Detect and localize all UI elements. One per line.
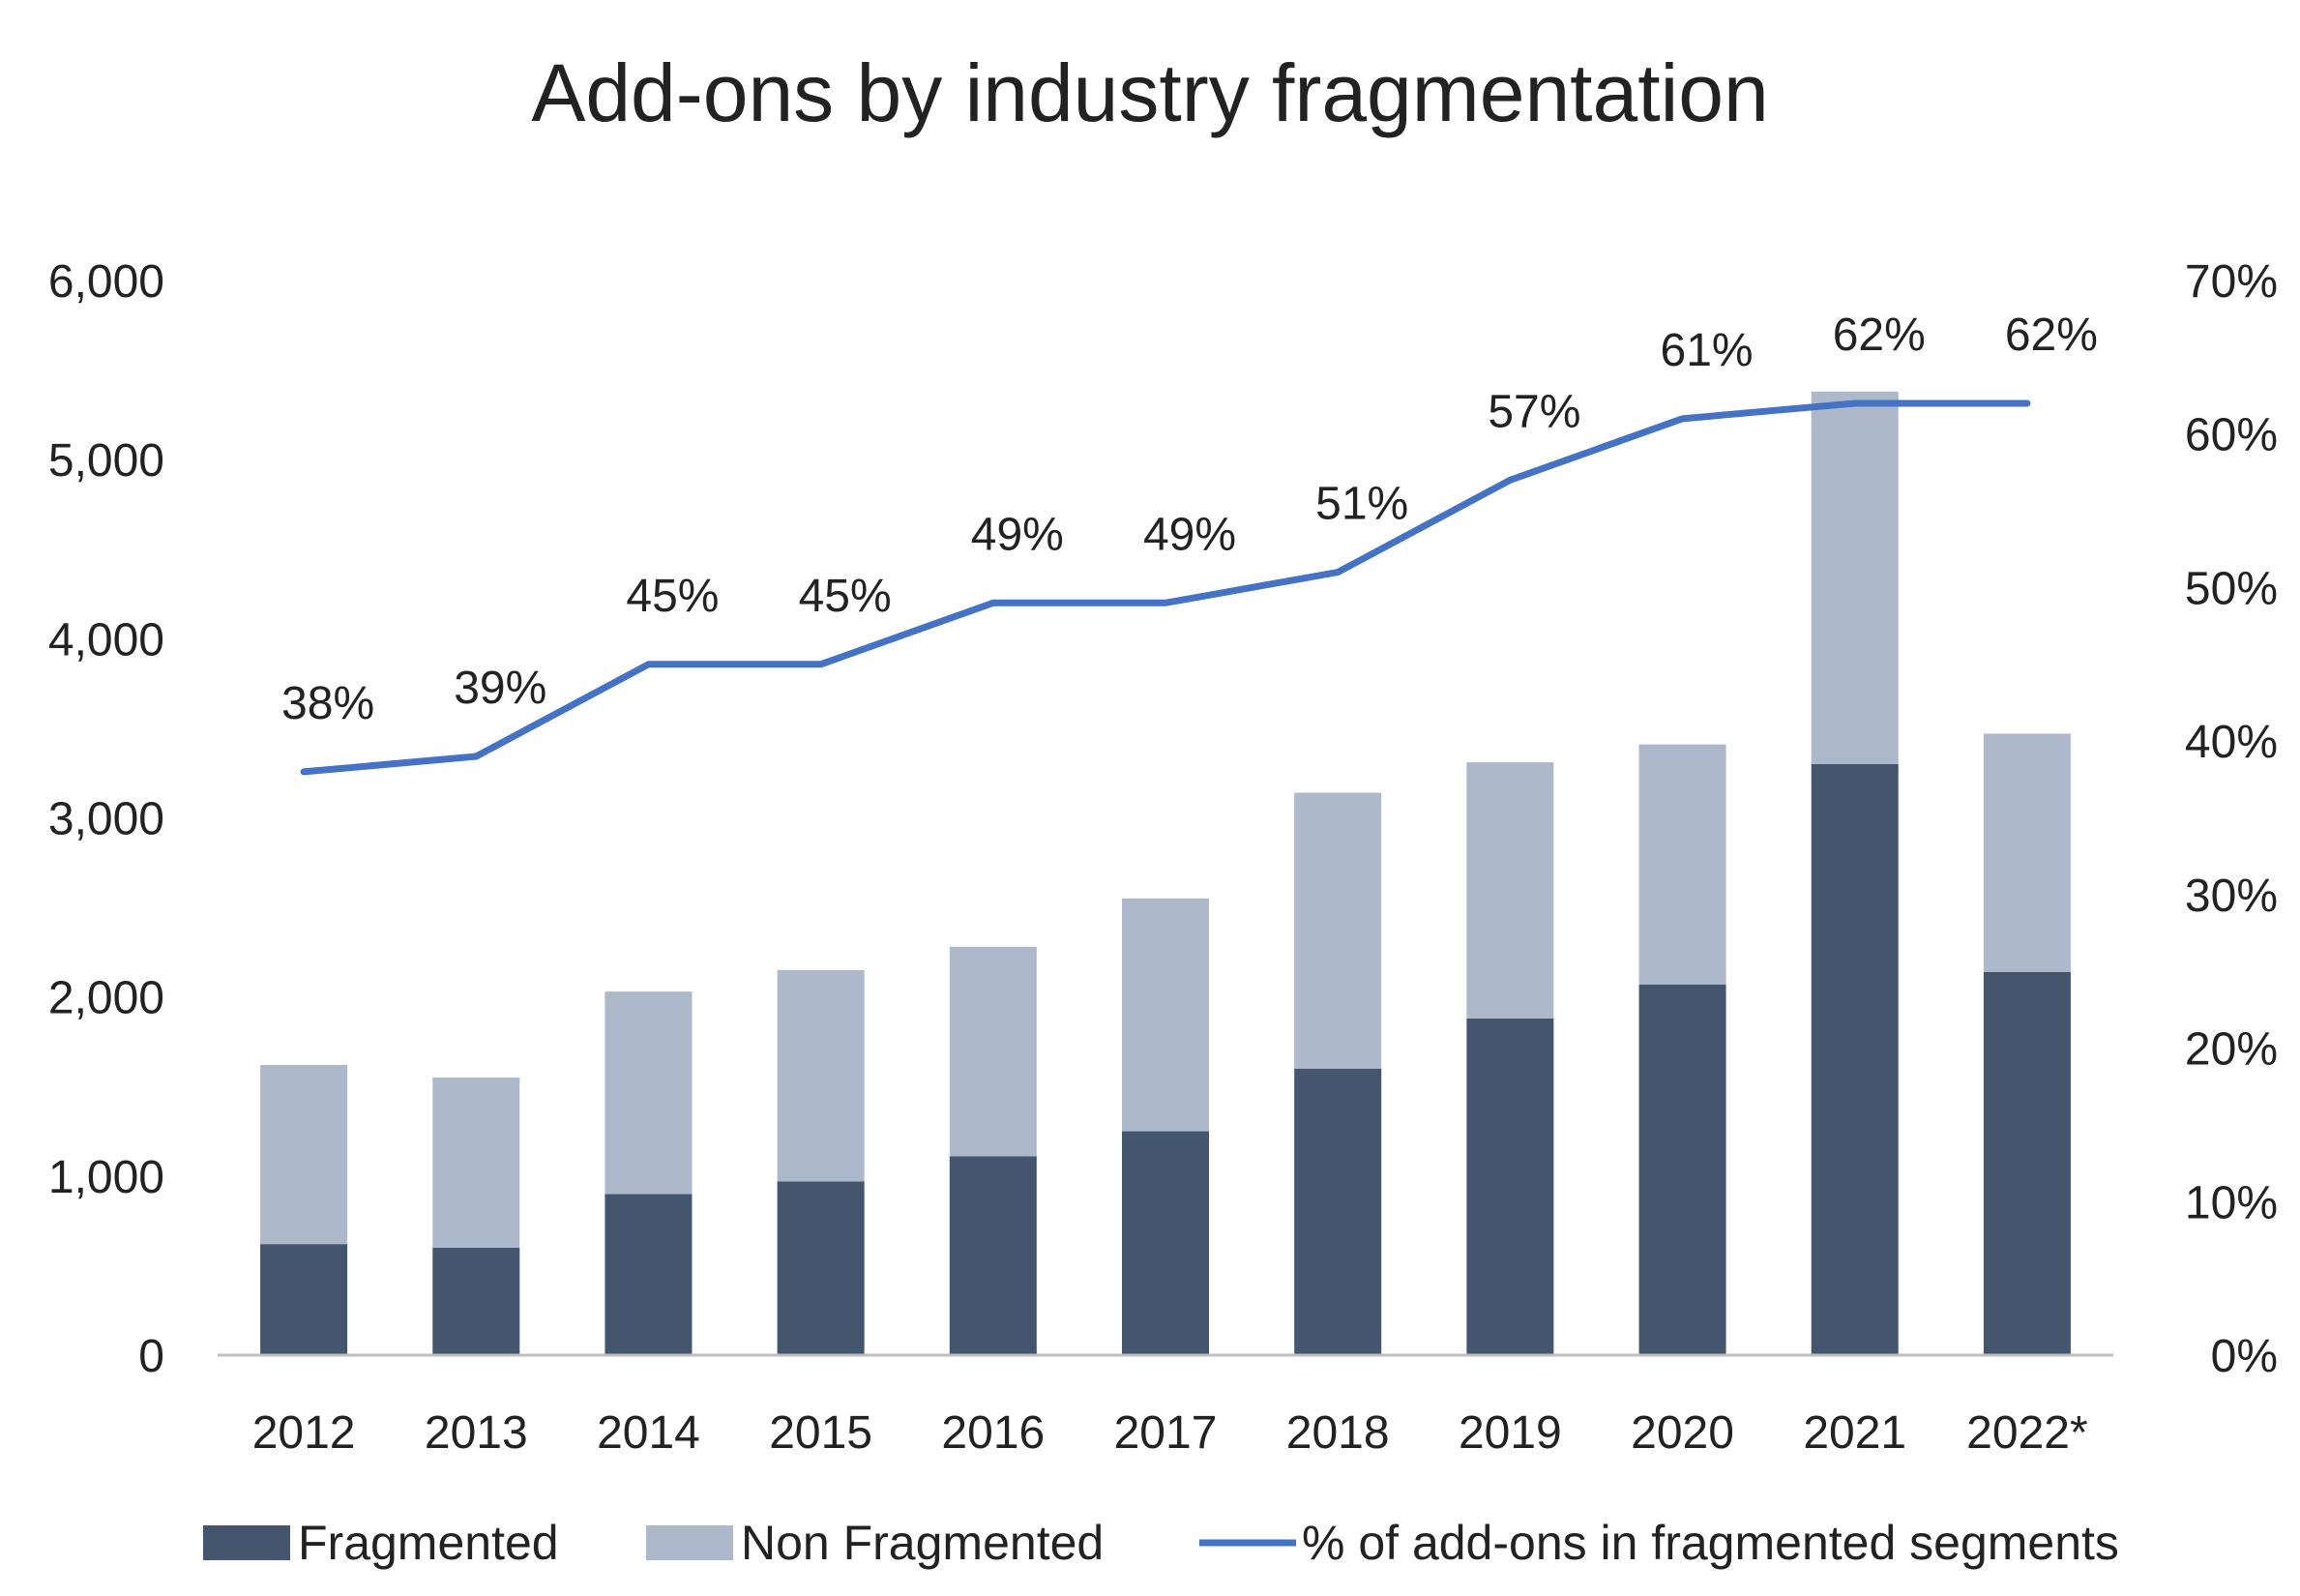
left-axis-tick-label: 3,000 — [48, 794, 164, 845]
right-axis-tick-label: 70% — [2185, 256, 2278, 308]
bar-fragmented — [260, 1244, 348, 1355]
line-data-label: 49% — [1143, 509, 1236, 560]
line-point — [989, 600, 996, 606]
x-axis-tick-label: 2019 — [1459, 1407, 1562, 1459]
line-point — [1507, 477, 1514, 484]
bar-non-fragmented — [1811, 391, 1899, 764]
left-axis-tick-label: 0 — [138, 1331, 164, 1382]
left-axis: 0 1,000 2,000 3,000 4,000 5,000 6,000 — [48, 256, 164, 1382]
line-data-label: 45% — [799, 571, 892, 622]
chart-title: Add-ons by industry fragmentation — [531, 47, 1768, 138]
line-data-label: 39% — [454, 663, 546, 714]
legend: Fragmented Non Fragmented % of add-ons in … — [203, 1516, 2119, 1570]
bar-fragmented — [1466, 1018, 1554, 1355]
line-point — [1163, 600, 1168, 606]
left-axis-tick-label: 5,000 — [48, 435, 164, 487]
x-axis: 2012 2013 2014 2015 2016 2017 2018 2019 2020 2021… — [252, 1407, 2088, 1459]
line-data-label: 49% — [971, 509, 1064, 560]
right-axis-tick-label: 20% — [2185, 1024, 2278, 1076]
line-point — [2023, 399, 2030, 406]
legend-label: Fragmented — [298, 1516, 559, 1570]
bar-non-fragmented — [1122, 898, 1209, 1132]
legend-label: % of add-ons in fragmented segments — [1302, 1516, 2119, 1570]
right-axis: 0% 10% 20% 30% 40% 50% 60% 70% — [2185, 256, 2278, 1382]
left-axis-tick-label: 4,000 — [48, 614, 164, 665]
right-axis-tick-label: 30% — [2185, 871, 2278, 922]
right-axis-tick-label: 60% — [2185, 410, 2278, 461]
line-data-label: 57% — [1488, 386, 1580, 437]
bar-non-fragmented — [432, 1077, 520, 1248]
line-data-label: 51% — [1315, 479, 1408, 530]
x-axis-tick-label: 2015 — [769, 1407, 872, 1459]
legend-swatch — [646, 1525, 733, 1560]
line-pct-fragmented — [300, 399, 2031, 776]
bar-non-fragmented — [260, 1065, 348, 1245]
line-data-label: 61% — [1661, 325, 1754, 376]
data-labels-group: 38% 39% 45% 45% 49% 49% 51% 57% 61% 62% 62% — [281, 310, 2098, 729]
x-axis-tick-label: 2021 — [1803, 1407, 1906, 1459]
x-axis-tick-label: 2020 — [1631, 1407, 1734, 1459]
x-axis-tick-label: 2016 — [941, 1407, 1045, 1459]
left-axis-tick-label: 6,000 — [48, 256, 164, 308]
legend-label: Non Fragmented — [741, 1516, 1104, 1570]
bar-non-fragmented — [1983, 733, 2071, 972]
left-axis-tick-label: 2,000 — [48, 973, 164, 1024]
x-axis-tick-label: 2012 — [252, 1407, 356, 1459]
line-data-label: 45% — [626, 571, 719, 622]
line-series-group — [300, 399, 2031, 776]
bar-fragmented — [1294, 1068, 1382, 1355]
bar-non-fragmented — [604, 991, 693, 1195]
line-point — [473, 754, 480, 760]
bar-non-fragmented — [1294, 792, 1382, 1069]
bar-fragmented — [604, 1194, 693, 1355]
bar-non-fragmented — [777, 969, 865, 1182]
x-axis-tick-label: 2013 — [425, 1407, 528, 1459]
bar-non-fragmented — [1466, 762, 1554, 1019]
line-point — [1851, 399, 1858, 406]
legend-swatch — [203, 1525, 290, 1560]
line-data-label: 38% — [281, 678, 374, 729]
x-axis-tick-label: 2017 — [1114, 1407, 1218, 1459]
x-axis-tick-label: 2022* — [1966, 1407, 2087, 1459]
bar-fragmented — [1983, 971, 2071, 1355]
x-axis-tick-label: 2018 — [1286, 1407, 1390, 1459]
bar-fragmented — [949, 1156, 1037, 1355]
bar-fragmented — [1638, 984, 1726, 1355]
bar-non-fragmented — [1638, 744, 1726, 985]
line-point — [645, 661, 652, 667]
bar-fragmented — [1122, 1131, 1209, 1355]
bar-non-fragmented — [949, 946, 1037, 1157]
line-point — [1679, 415, 1686, 422]
line-point — [1335, 569, 1342, 576]
line-data-label: 62% — [2005, 310, 2098, 361]
x-axis-tick-label: 2014 — [597, 1407, 700, 1459]
right-axis-tick-label: 0% — [2211, 1331, 2278, 1382]
line-point — [301, 768, 308, 775]
right-axis-tick-label: 10% — [2185, 1177, 2278, 1228]
right-axis-tick-label: 50% — [2185, 563, 2278, 614]
bar-fragmented — [432, 1247, 520, 1355]
bars-group — [260, 391, 2071, 1355]
line-point — [817, 661, 824, 667]
line-data-label: 62% — [1833, 310, 1926, 361]
right-axis-tick-label: 40% — [2185, 717, 2278, 768]
bar-fragmented — [1811, 763, 1899, 1355]
left-axis-tick-label: 1,000 — [48, 1152, 164, 1203]
bar-fragmented — [777, 1181, 865, 1355]
